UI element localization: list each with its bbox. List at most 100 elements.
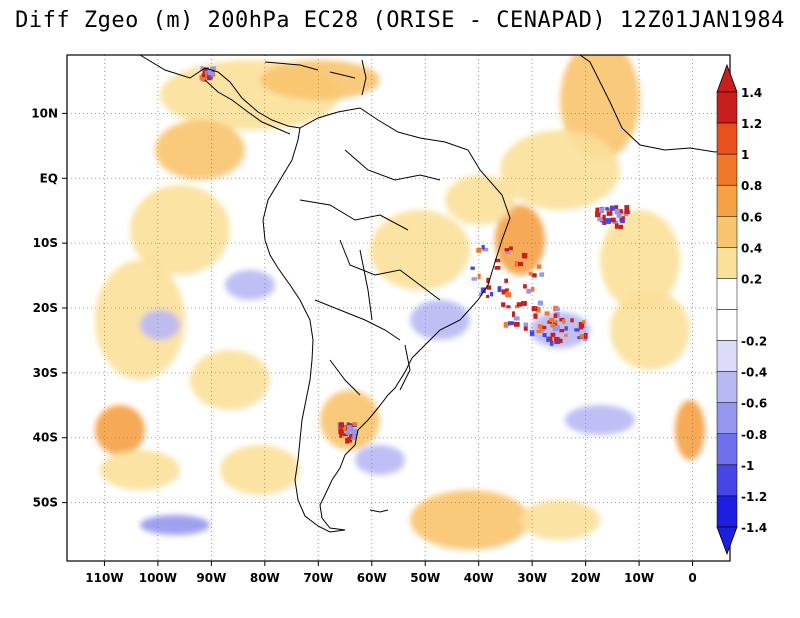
- field-patch: [225, 270, 275, 300]
- anomaly-speck: [521, 301, 527, 306]
- colorbar-segment: [716, 91, 738, 124]
- x-tick-label: 0: [688, 571, 696, 585]
- field-patch: [95, 405, 145, 455]
- anomaly-speck: [555, 307, 560, 311]
- colorbar-segment: [716, 495, 738, 528]
- anomaly-speck: [199, 75, 204, 80]
- y-tick-label: 20S: [33, 301, 58, 315]
- anomaly-speck: [470, 266, 475, 270]
- anomaly-speck: [547, 336, 553, 342]
- colorbar-segment: [716, 278, 738, 310]
- anomaly-speck: [350, 436, 356, 440]
- anomaly-speck: [528, 272, 533, 276]
- anomaly-speck: [505, 249, 511, 254]
- anomaly-speck: [533, 313, 538, 319]
- y-tick-label: 30S: [33, 366, 58, 380]
- anomaly-speck: [207, 77, 213, 81]
- x-tick-label: 70W: [303, 571, 333, 585]
- anomaly-speck: [559, 317, 565, 322]
- anomaly-speck: [531, 306, 538, 312]
- anomaly-speck: [342, 433, 349, 437]
- anomaly-speck: [549, 318, 555, 322]
- anomaly-speck: [517, 261, 523, 267]
- anomaly-speck: [338, 428, 344, 435]
- anomaly-speck: [345, 437, 350, 444]
- anomaly-speck: [583, 337, 587, 342]
- anomaly-speck: [210, 66, 217, 70]
- anomaly-speck: [530, 286, 535, 292]
- anomaly-speck: [508, 246, 513, 251]
- anomaly-speck: [523, 326, 528, 331]
- anomaly-speck: [339, 434, 343, 438]
- field-patch: [500, 130, 620, 210]
- colorbar-segment: [716, 371, 738, 403]
- colorbar-label: 0.2: [741, 272, 762, 286]
- anomaly-speck: [501, 302, 506, 307]
- anomaly-speck: [554, 312, 560, 318]
- field-patch: [600, 210, 680, 310]
- anomaly-speck: [624, 210, 630, 215]
- anomaly-speck: [620, 219, 625, 224]
- colorbar-segment: [716, 247, 738, 279]
- anomaly-speck: [347, 437, 353, 443]
- anomaly-speck: [554, 320, 558, 324]
- anomaly-speck: [582, 320, 586, 324]
- anomaly-speck: [612, 220, 619, 225]
- anomaly-speck: [550, 323, 556, 328]
- anomaly-speck: [605, 218, 611, 224]
- anomaly-speck: [486, 294, 490, 299]
- anomaly-speck: [512, 311, 516, 318]
- colorbar-label: 1.4: [741, 86, 762, 100]
- anomaly-speck: [514, 261, 518, 267]
- anomaly-speck: [202, 77, 206, 82]
- anomaly-speck: [564, 326, 568, 331]
- x-tick-label: 90W: [196, 571, 226, 585]
- colorbar-label: -0.2: [741, 335, 767, 349]
- anomaly-speck: [471, 277, 477, 281]
- anomaly-speck: [202, 73, 206, 78]
- anomaly-speck: [207, 75, 213, 79]
- anomaly-speck: [606, 209, 613, 216]
- colorbar-label: 1.2: [741, 117, 762, 131]
- anomaly-speck: [352, 422, 358, 426]
- colorbar-segment: [716, 184, 738, 217]
- colorbar: 1.4 1.2 1 0.8 0.6 0.4 0.2 -0.2 -0.4 -0.6 -0.8 -1 -1.…: [716, 63, 767, 556]
- anomaly-speck: [595, 211, 601, 218]
- anomaly-speck: [614, 205, 619, 210]
- field-patch: [260, 60, 380, 100]
- anomaly-speck: [480, 287, 486, 294]
- anomaly-speck: [486, 285, 492, 290]
- anomaly-speck: [578, 322, 585, 328]
- field-patch: [140, 310, 180, 340]
- field-patch: [520, 500, 600, 540]
- colorbar-top-arrow: [716, 63, 738, 93]
- anomaly-speck: [200, 66, 204, 71]
- colorbar-segment: [716, 309, 738, 341]
- anomaly-speck: [550, 332, 556, 337]
- anomaly-speck: [540, 328, 544, 334]
- anomaly-speck: [552, 321, 558, 326]
- anomaly-speck: [624, 205, 630, 212]
- anomaly-speck: [579, 334, 585, 339]
- geopotential-difference-field: [85, 55, 705, 555]
- anomaly-speck: [348, 427, 354, 432]
- anomaly-speck: [504, 288, 509, 292]
- africa-coastline: [579, 55, 730, 153]
- anomaly-speck: [476, 247, 482, 253]
- anomaly-speck: [542, 333, 547, 338]
- map-title: Diff Zgeo (m) 200hPa EC28 (ORISE - CENAP…: [15, 8, 785, 33]
- anomaly-speck: [553, 313, 558, 318]
- field-patch: [675, 400, 705, 460]
- anomaly-speck: [536, 329, 542, 333]
- anomaly-speck: [618, 224, 624, 230]
- anomaly-speck: [574, 328, 580, 332]
- field-patch: [445, 175, 515, 225]
- anomaly-speck: [559, 329, 565, 333]
- anomaly-speck: [536, 264, 542, 269]
- field-patch: [410, 490, 530, 550]
- y-tick-label: 40S: [33, 431, 58, 445]
- anomaly-speck: [503, 322, 509, 328]
- y-tick-label: 10S: [33, 236, 58, 250]
- colorbar-label: -0.8: [741, 428, 767, 442]
